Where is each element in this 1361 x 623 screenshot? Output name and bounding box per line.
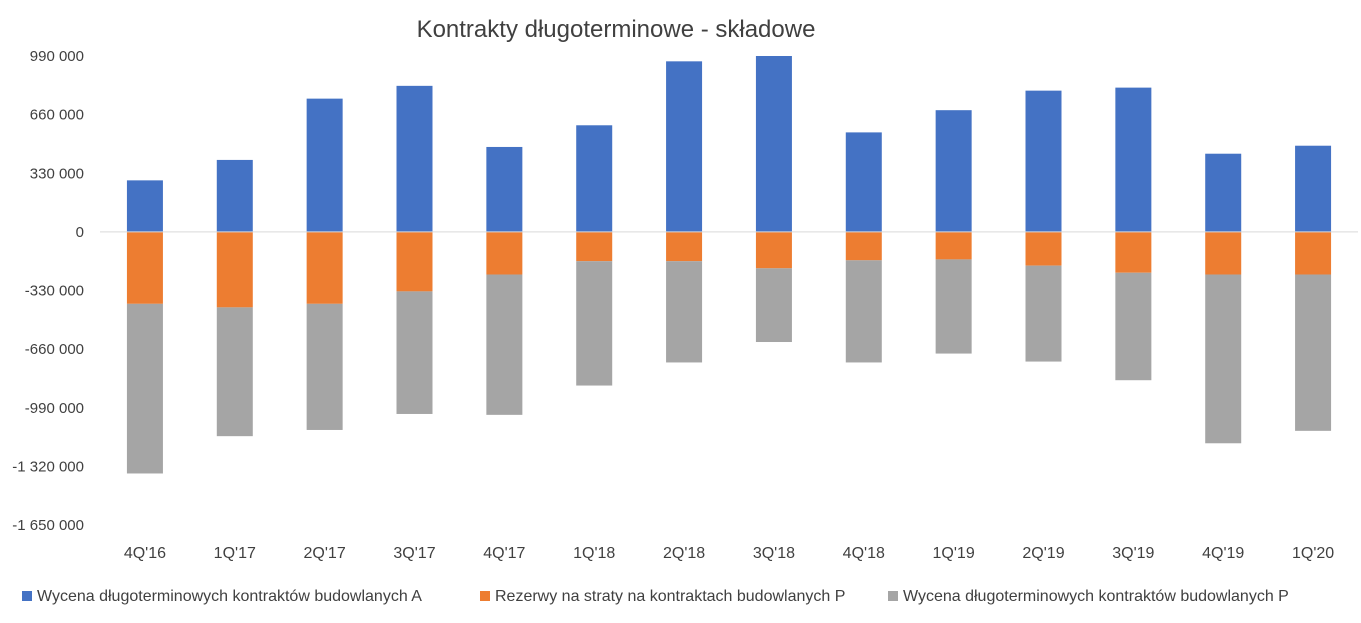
y-tick-label: -330 000	[25, 283, 84, 300]
bar-series-1	[486, 146, 523, 232]
y-tick-label: 0	[76, 224, 84, 241]
bar-series-1	[845, 132, 882, 232]
x-tick-label: 4Q'19	[1202, 545, 1244, 562]
bar-series-2	[845, 231, 882, 261]
bar-series-3	[396, 291, 433, 414]
bar-series-1	[306, 98, 343, 232]
bar-series-1	[1025, 90, 1062, 232]
bar-series-3	[1205, 274, 1242, 444]
bar-series-2	[1295, 231, 1332, 275]
legend-swatch	[888, 591, 898, 601]
bar-series-2	[1205, 231, 1242, 275]
bar-series-2	[935, 231, 972, 260]
bar-series-1	[576, 125, 613, 232]
bar-series-1	[666, 61, 703, 232]
bar-series-2	[486, 231, 523, 275]
x-tick-label: 4Q'16	[124, 545, 166, 562]
x-tick-label: 2Q'18	[663, 545, 705, 562]
bar-series-3	[1295, 274, 1332, 431]
y-tick-label: -660 000	[25, 341, 84, 358]
bar-series-3	[126, 303, 163, 474]
legend-label: Wycena długoterminowych kontraktów budow…	[903, 588, 1289, 605]
bar-series-1	[935, 110, 972, 232]
bar-series-3	[216, 307, 253, 437]
bar-series-3	[845, 260, 882, 363]
x-tick-label: 4Q'18	[843, 545, 885, 562]
bar-series-3	[935, 259, 972, 354]
bar-series-3	[666, 261, 703, 363]
bar-series-3	[1025, 265, 1062, 362]
bar-series-2	[126, 231, 163, 304]
bar-series-3	[576, 261, 613, 386]
legend-swatch	[22, 591, 32, 601]
y-tick-label: 330 000	[30, 165, 84, 182]
bar-series-3	[755, 268, 792, 343]
x-tick-label: 2Q'17	[304, 545, 346, 562]
x-tick-label: 1Q'18	[573, 545, 615, 562]
bar-series-1	[216, 159, 253, 232]
bars	[126, 56, 1332, 474]
x-tick-label: 1Q'19	[933, 545, 975, 562]
x-tick-label: 1Q'20	[1292, 545, 1334, 562]
y-tick-label: 660 000	[30, 107, 84, 124]
x-tick-label: 2Q'19	[1022, 545, 1064, 562]
bar-series-1	[1295, 145, 1332, 232]
y-axis-labels: 990 000 660 000 330 000 0 -330 000 -660 000 -9…	[12, 48, 84, 534]
x-axis-labels: 4Q'16 1Q'17 2Q'17 3Q'17 4Q'17 1Q'18 2Q'18 3Q'18…	[124, 545, 1334, 562]
bar-series-1	[1205, 153, 1242, 232]
bar-series-2	[1025, 231, 1062, 266]
y-tick-label: -990 000	[25, 400, 84, 417]
legend-swatch	[480, 591, 490, 601]
bar-series-3	[1115, 272, 1152, 381]
x-tick-label: 3Q'18	[753, 545, 795, 562]
x-tick-label: 4Q'17	[483, 545, 525, 562]
bar-series-3	[306, 303, 343, 430]
bar-series-2	[306, 231, 343, 304]
y-tick-label: -1 650 000	[12, 517, 84, 534]
x-tick-label: 3Q'19	[1112, 545, 1154, 562]
y-tick-label: -1 320 000	[12, 458, 84, 475]
bar-series-2	[755, 231, 792, 269]
bar-series-1	[126, 180, 163, 232]
bar-series-2	[216, 231, 253, 308]
legend-label: Rezerwy na straty na kontraktach budowla…	[495, 588, 845, 605]
x-tick-label: 3Q'17	[393, 545, 435, 562]
bar-series-2	[576, 231, 613, 262]
x-tick-label: 1Q'17	[214, 545, 256, 562]
bar-series-2	[666, 231, 703, 262]
bar-series-2	[396, 231, 433, 292]
legend-label: Wycena długoterminowych kontraktów budow…	[37, 588, 422, 605]
y-tick-label: 990 000	[30, 48, 84, 65]
legend: Wycena długoterminowych kontraktów budow…	[22, 588, 1289, 605]
bar-series-1	[396, 85, 433, 232]
bar-series-3	[486, 274, 523, 415]
chart-title: Kontrakty długoterminowe - składowe	[417, 16, 816, 43]
bar-series-2	[1115, 231, 1152, 273]
bar-series-1	[755, 56, 792, 232]
bar-series-1	[1115, 87, 1152, 232]
